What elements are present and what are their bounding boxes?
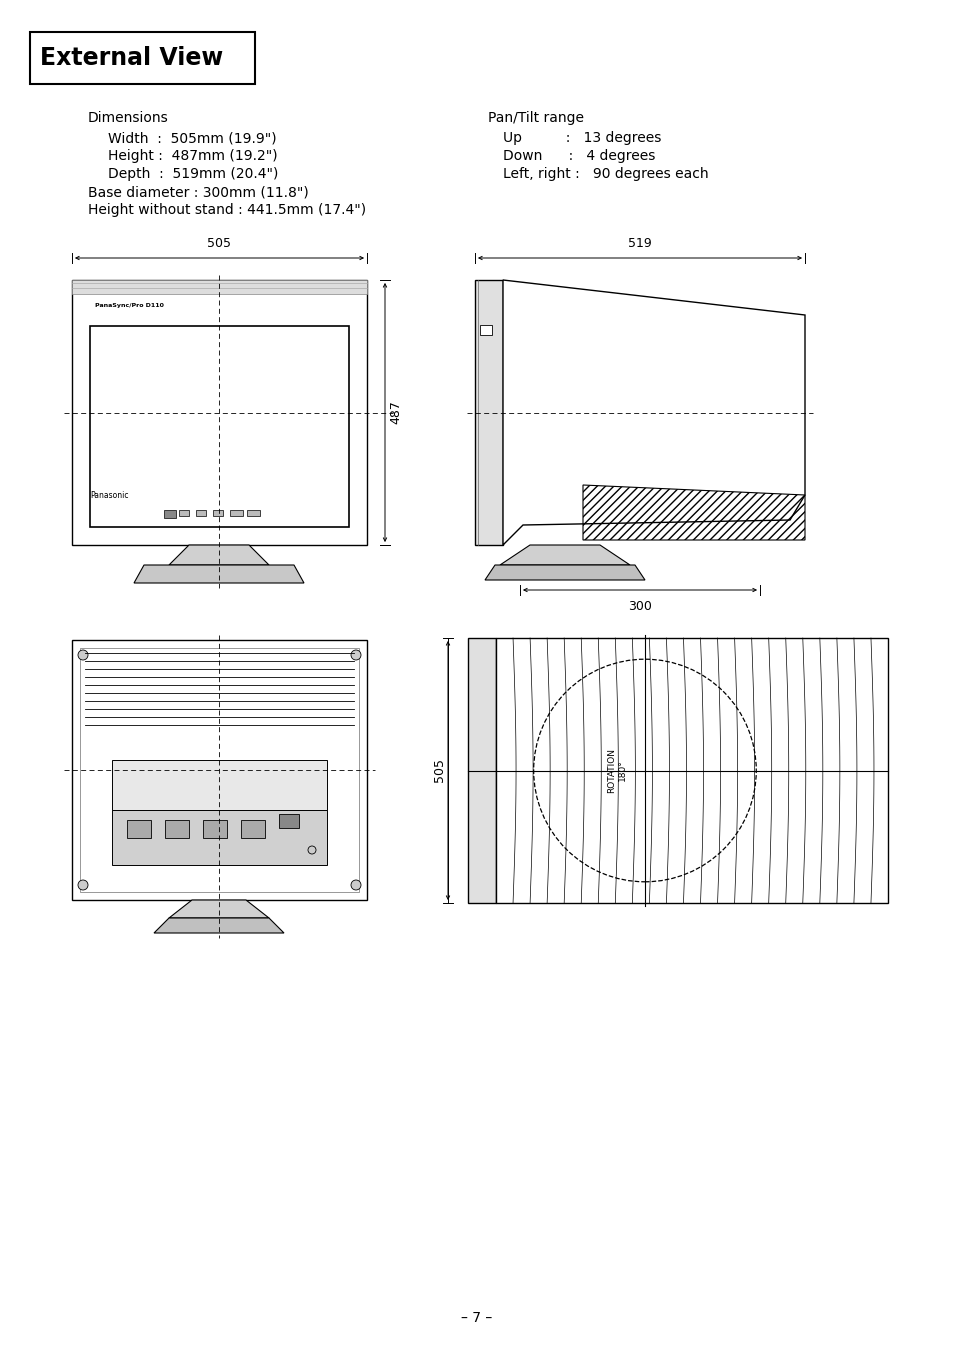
- Bar: [90, 326, 349, 527]
- Bar: [230, 509, 243, 516]
- Text: 505: 505: [208, 236, 232, 250]
- Bar: [195, 509, 206, 516]
- Polygon shape: [169, 900, 269, 917]
- Bar: [71, 640, 367, 900]
- Bar: [179, 509, 189, 516]
- Bar: [112, 761, 327, 811]
- Text: 505: 505: [433, 758, 446, 782]
- Text: Height without stand : 441.5mm (17.4"): Height without stand : 441.5mm (17.4"): [88, 203, 366, 218]
- Bar: [127, 820, 151, 838]
- Polygon shape: [169, 544, 269, 565]
- Circle shape: [78, 650, 88, 661]
- Text: 519: 519: [627, 236, 651, 250]
- Circle shape: [351, 880, 360, 890]
- Bar: [468, 638, 496, 902]
- Text: 300: 300: [627, 600, 651, 613]
- Bar: [496, 638, 887, 902]
- Bar: [203, 820, 227, 838]
- Bar: [71, 280, 367, 295]
- Circle shape: [308, 846, 315, 854]
- Polygon shape: [153, 917, 284, 934]
- Bar: [213, 509, 223, 516]
- Bar: [30, 32, 254, 84]
- Polygon shape: [484, 565, 644, 580]
- Text: Pan/Tilt range: Pan/Tilt range: [488, 111, 583, 126]
- Text: – 7 –: – 7 –: [461, 1310, 492, 1325]
- Polygon shape: [499, 544, 629, 565]
- Bar: [165, 820, 189, 838]
- Polygon shape: [502, 280, 804, 544]
- Text: Down      :   4 degrees: Down : 4 degrees: [502, 149, 655, 163]
- Polygon shape: [133, 565, 304, 584]
- Text: ROTATION
180°: ROTATION 180°: [607, 748, 626, 793]
- Text: Panasonic: Panasonic: [90, 490, 129, 500]
- Text: Up          :   13 degrees: Up : 13 degrees: [502, 131, 660, 145]
- Text: Dimensions: Dimensions: [88, 111, 169, 126]
- Text: Depth  :  519mm (20.4"): Depth : 519mm (20.4"): [108, 168, 278, 181]
- Bar: [241, 820, 265, 838]
- Text: Width  :  505mm (19.9"): Width : 505mm (19.9"): [108, 131, 276, 145]
- Bar: [479, 326, 492, 335]
- Text: External View: External View: [40, 46, 223, 70]
- Bar: [278, 815, 298, 828]
- Text: Left, right :   90 degrees each: Left, right : 90 degrees each: [502, 168, 708, 181]
- Text: Height :  487mm (19.2"): Height : 487mm (19.2"): [108, 149, 277, 163]
- Text: Base diameter : 300mm (11.8"): Base diameter : 300mm (11.8"): [88, 185, 309, 199]
- Text: 487: 487: [389, 400, 401, 424]
- Bar: [247, 509, 260, 516]
- Bar: [71, 280, 367, 544]
- Circle shape: [78, 880, 88, 890]
- Bar: [164, 509, 175, 517]
- Text: PanaSync/Pro D110: PanaSync/Pro D110: [95, 304, 164, 308]
- Bar: [112, 811, 327, 865]
- Bar: [80, 648, 358, 892]
- Circle shape: [351, 650, 360, 661]
- Bar: [475, 280, 502, 544]
